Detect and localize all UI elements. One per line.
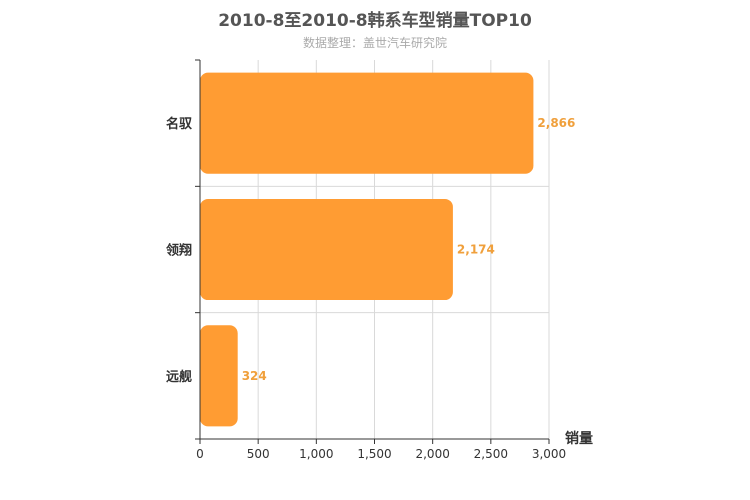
x-tick-label: 0 bbox=[196, 447, 204, 461]
data-label: 2,174 bbox=[457, 243, 495, 257]
data-label: 324 bbox=[242, 369, 267, 383]
category-label: 领翔 bbox=[166, 243, 192, 259]
data-label: 2,866 bbox=[537, 116, 575, 130]
x-tick-label: 1,500 bbox=[357, 447, 391, 461]
x-axis-title: 销量 bbox=[565, 430, 593, 447]
x-tick-label: 3,000 bbox=[532, 447, 566, 461]
chart-subtitle: 数据整理：盖世汽车研究院 bbox=[302, 36, 447, 50]
x-tick-label: 2,500 bbox=[474, 447, 508, 461]
bar bbox=[200, 325, 238, 427]
category-label: 远舰 bbox=[166, 369, 192, 385]
bar bbox=[200, 198, 453, 301]
bar bbox=[200, 72, 534, 174]
category-label: 名驭 bbox=[166, 116, 193, 132]
x-tick-label: 2,000 bbox=[415, 447, 449, 461]
x-tick-label: 500 bbox=[247, 447, 270, 461]
x-tick-label: 1,000 bbox=[299, 447, 333, 461]
chart-title: 2010-8至2010-8韩系车型销量TOP10 bbox=[218, 11, 532, 31]
